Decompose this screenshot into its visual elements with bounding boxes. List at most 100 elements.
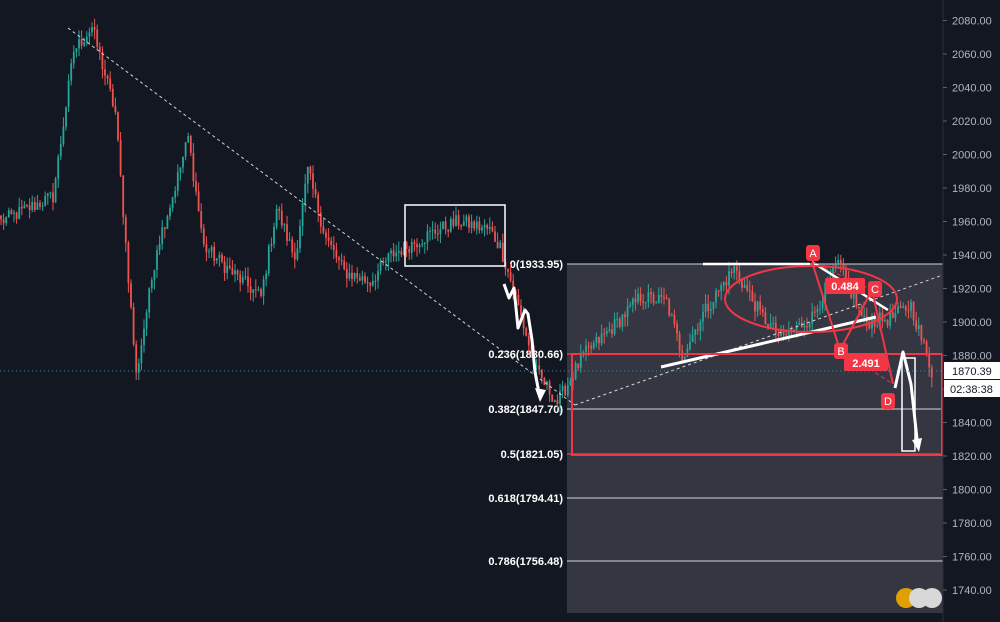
candle-body — [595, 336, 598, 343]
candle-body — [748, 290, 751, 292]
candle-body — [553, 400, 556, 402]
candle-body — [611, 329, 613, 335]
fib-level-label: 0.236(1880.66) — [488, 349, 563, 361]
price-tick-label: 1800.00 — [952, 485, 992, 497]
candle-body — [598, 336, 600, 344]
candle-body — [912, 301, 915, 321]
candle-body — [579, 353, 582, 368]
candle-body — [421, 243, 424, 246]
candle-body — [54, 178, 57, 203]
candle-body — [543, 378, 546, 386]
candle-body — [452, 218, 455, 226]
candle-body — [717, 290, 720, 292]
consolidation-box[interactable] — [404, 204, 506, 267]
candle-body — [117, 112, 119, 141]
candle-body — [904, 306, 907, 311]
candle-body — [278, 208, 281, 211]
candle-body — [538, 365, 541, 370]
candle-body — [148, 288, 151, 313]
candle-body — [293, 252, 296, 260]
candle-body — [668, 298, 671, 316]
candle-body — [283, 224, 286, 226]
candle-body — [426, 231, 429, 243]
candle-body — [728, 271, 730, 286]
candle-body — [616, 318, 619, 320]
candle-body — [691, 334, 694, 343]
candle-body — [2, 219, 5, 224]
candle-body — [470, 221, 473, 229]
target-zone-box[interactable] — [571, 353, 943, 456]
candle-body — [202, 228, 205, 245]
candle-body — [475, 221, 478, 229]
price-axis[interactable]: 2080.00 2060.00 2040.00 2020.00 2000.00 1980.… — [942, 0, 1000, 622]
candle-body — [605, 330, 608, 334]
candle-body — [215, 258, 218, 261]
candle-body — [772, 322, 775, 324]
candle-body — [156, 250, 158, 270]
abcd-pattern[interactable] — [811, 261, 894, 385]
pattern-point-badge — [806, 245, 820, 261]
candle-body — [93, 27, 96, 30]
candle-body — [39, 202, 41, 207]
candle-body — [894, 313, 897, 318]
candle-body — [902, 306, 905, 308]
candle-body — [551, 394, 554, 402]
flag-badges[interactable] — [896, 588, 942, 608]
candle-body — [301, 202, 304, 227]
triangle-lower-line[interactable] — [660, 315, 877, 369]
projection-box[interactable] — [901, 357, 916, 452]
candle-body — [182, 156, 184, 168]
projected-path-arrowhead — [535, 388, 546, 402]
fib-level-label: 0.382(1847.70) — [488, 404, 563, 416]
candle-body — [673, 314, 676, 324]
candle-body — [681, 350, 684, 361]
fib-retracement[interactable]: 0(1933.95) 0.236(1880.66) 0.382(1847.70) 0.… — [488, 259, 943, 568]
candle-body — [104, 69, 106, 76]
candle-body — [195, 181, 197, 192]
candle-body — [286, 224, 288, 241]
candle-body — [449, 218, 452, 232]
candle-body — [722, 282, 725, 286]
candle-body — [442, 221, 444, 230]
candle-body — [291, 239, 294, 253]
candle-body — [574, 363, 577, 380]
candle-body — [429, 230, 431, 232]
pattern-ellipse[interactable] — [724, 265, 898, 333]
price-tick-label: 2080.00 — [952, 16, 992, 28]
candle-body — [65, 107, 67, 127]
ascending-trendline[interactable] — [574, 275, 941, 406]
candle-body — [525, 328, 528, 337]
candle-body — [644, 302, 647, 304]
candle-body — [254, 289, 257, 291]
price-tick-label: 1780.00 — [952, 518, 992, 530]
candle-body — [845, 267, 847, 279]
candle-body — [267, 245, 270, 274]
candle-body — [512, 280, 515, 291]
candle-body — [655, 302, 658, 304]
candle-body — [306, 166, 309, 184]
candle-body — [720, 285, 723, 292]
candle-body — [304, 183, 307, 203]
price-tick-label: 1920.00 — [952, 284, 992, 296]
candle-body — [49, 192, 52, 194]
candle-body — [486, 225, 489, 229]
candle-body — [33, 201, 36, 210]
candle-body — [75, 48, 78, 52]
pattern-point-label: A — [809, 248, 817, 260]
candle-body — [13, 212, 15, 214]
candle-body — [629, 304, 632, 307]
candle-body — [592, 342, 595, 349]
candle-body — [769, 323, 772, 328]
candle-body — [10, 210, 13, 214]
candle-body — [816, 308, 819, 312]
candle-body — [257, 289, 260, 291]
projected-path-arrow[interactable] — [502, 283, 542, 399]
candle-body — [637, 293, 639, 303]
candle-body — [405, 242, 408, 249]
candle-body — [455, 215, 457, 226]
candle-body — [387, 253, 390, 262]
candle-body — [686, 348, 689, 357]
news-icon[interactable] — [922, 588, 942, 608]
price-tick-label: 2040.00 — [952, 83, 992, 95]
